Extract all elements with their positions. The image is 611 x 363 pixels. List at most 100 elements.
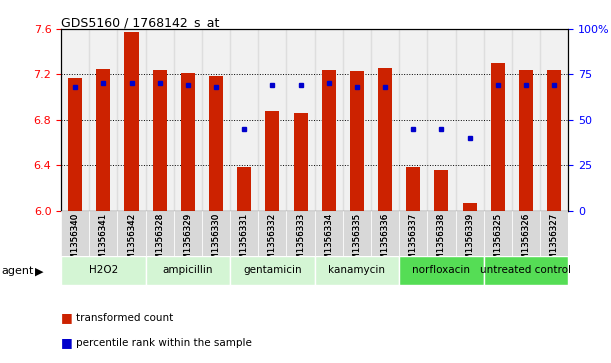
Text: ■: ■ [61,311,73,324]
Text: GSM1356331: GSM1356331 [240,213,249,271]
Text: GSM1356327: GSM1356327 [550,213,558,271]
Text: GDS5160 / 1768142_s_at: GDS5160 / 1768142_s_at [61,16,219,29]
Bar [350,71,364,211]
Text: GSM1356332: GSM1356332 [268,213,277,271]
Text: GSM1356325: GSM1356325 [493,213,502,271]
Text: GSM1356331: GSM1356331 [240,213,249,271]
Bar [202,29,230,211]
Bar [117,211,145,256]
Text: GSM1356340: GSM1356340 [71,213,79,271]
Bar [145,29,174,211]
Text: ■: ■ [61,337,73,350]
Bar [371,29,399,211]
Text: GSM1356333: GSM1356333 [296,213,305,271]
Text: GSM1356334: GSM1356334 [324,213,333,271]
Bar [181,73,195,211]
Text: ampicillin: ampicillin [163,265,213,276]
Bar [315,211,343,256]
Bar [456,211,484,256]
Bar [174,29,202,211]
Bar [68,78,82,211]
Bar [117,29,145,211]
Bar [484,256,568,285]
Bar [512,211,540,256]
Bar [540,211,568,256]
Text: GSM1356330: GSM1356330 [211,213,221,271]
Text: GSM1356332: GSM1356332 [268,213,277,271]
Bar [287,29,315,211]
Bar [174,211,202,256]
Bar [484,211,512,256]
Bar [434,170,448,211]
Text: GSM1356334: GSM1356334 [324,213,333,271]
Bar [456,29,484,211]
Bar [315,256,399,285]
Bar [491,63,505,211]
Bar [399,211,427,256]
Bar [547,70,561,211]
Text: gentamicin: gentamicin [243,265,302,276]
Text: GSM1356341: GSM1356341 [99,213,108,271]
Bar [265,111,279,211]
Text: GSM1356338: GSM1356338 [437,213,446,271]
Text: GSM1356328: GSM1356328 [155,213,164,271]
Bar [237,167,251,211]
Bar [287,211,315,256]
Text: GSM1356342: GSM1356342 [127,213,136,271]
Text: GSM1356330: GSM1356330 [211,213,221,271]
Text: GSM1356336: GSM1356336 [381,213,390,271]
Bar [125,32,139,211]
Bar [427,29,456,211]
Text: GSM1356335: GSM1356335 [353,213,362,271]
Text: transformed count: transformed count [76,313,174,323]
Text: GSM1356325: GSM1356325 [493,213,502,271]
Text: GSM1356327: GSM1356327 [550,213,558,271]
Bar [89,211,117,256]
Text: percentile rank within the sample: percentile rank within the sample [76,338,252,348]
Bar [315,29,343,211]
Bar [89,29,117,211]
Text: GSM1356337: GSM1356337 [409,213,418,271]
Bar [512,29,540,211]
Text: H2O2: H2O2 [89,265,118,276]
Text: GSM1356341: GSM1356341 [99,213,108,271]
Text: kanamycin: kanamycin [329,265,386,276]
Text: GSM1356338: GSM1356338 [437,213,446,271]
Bar [399,256,484,285]
Text: GSM1356329: GSM1356329 [183,213,192,271]
Bar [145,211,174,256]
Bar [343,211,371,256]
Bar [371,211,399,256]
Bar [145,256,230,285]
Bar [258,211,287,256]
Text: GSM1356329: GSM1356329 [183,213,192,271]
Text: ▶: ▶ [35,266,44,276]
Bar [378,68,392,211]
Bar [322,70,336,211]
Bar [519,70,533,211]
Bar [540,29,568,211]
Bar [427,211,456,256]
Text: GSM1356336: GSM1356336 [381,213,390,271]
Text: untreated control: untreated control [480,265,571,276]
Text: GSM1356335: GSM1356335 [353,213,362,271]
Bar [484,29,512,211]
Bar [61,211,89,256]
Text: GSM1356340: GSM1356340 [71,213,79,271]
Text: GSM1356326: GSM1356326 [521,213,530,271]
Bar [343,29,371,211]
Text: GSM1356326: GSM1356326 [521,213,530,271]
Text: GSM1356337: GSM1356337 [409,213,418,271]
Bar [463,203,477,211]
Bar [202,211,230,256]
Text: GSM1356339: GSM1356339 [465,213,474,271]
Bar [406,167,420,211]
Text: GSM1356342: GSM1356342 [127,213,136,271]
Bar [258,29,287,211]
Text: GSM1356328: GSM1356328 [155,213,164,271]
Text: agent: agent [1,266,34,276]
Text: norfloxacin: norfloxacin [412,265,470,276]
Text: GSM1356339: GSM1356339 [465,213,474,271]
Text: GSM1356333: GSM1356333 [296,213,305,271]
Bar [209,76,223,211]
